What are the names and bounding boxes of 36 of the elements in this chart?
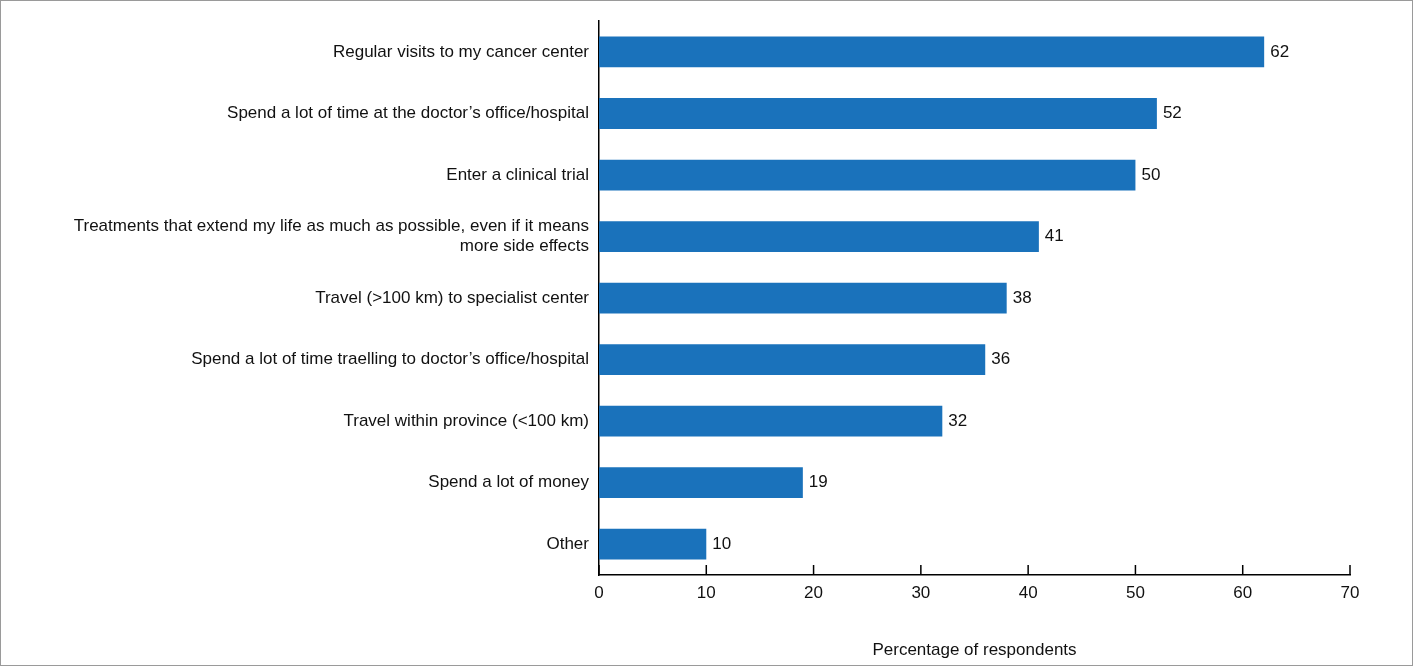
data-label: 38 (1012, 287, 1032, 307)
x-tick-label: 30 (911, 582, 931, 602)
bar (599, 282, 1007, 314)
data-label: 50 (1141, 164, 1161, 184)
x-tick-label: 40 (1018, 582, 1038, 602)
data-label: 41 (1044, 226, 1064, 246)
y-tick-label: Spend a lot of time traelling to doctor’s office/hospital (191, 349, 589, 369)
y-tick-label: Treatments that extend my life as much as possible, even if it means more side effects (73, 216, 589, 256)
x-tick-label: 50 (1125, 582, 1145, 602)
x-tick-label: 70 (1340, 582, 1360, 602)
y-tick-label: Regular visits to my cancer center (332, 41, 590, 61)
y-tick-label: Travel (>100 km) to specialist center (315, 287, 590, 307)
data-label: 19 (808, 472, 828, 492)
data-label: 36 (991, 349, 1011, 369)
bar (599, 405, 943, 437)
bar (599, 36, 1265, 68)
bar (599, 528, 707, 560)
data-label: 62 (1270, 41, 1290, 61)
x-tick-label: 0 (594, 582, 604, 602)
bar (599, 221, 1039, 252)
y-tick-label: Spend a lot of time at the doctor’s office/hospital (227, 103, 589, 123)
y-tick-label: Travel within province (<100 km) (343, 410, 589, 430)
x-axis-title: Percentage of respondents (872, 640, 1077, 660)
x-tick-label: 10 (696, 582, 716, 602)
y-tick-label: Enter a clinical trial (446, 164, 589, 184)
data-label: 52 (1162, 103, 1182, 123)
bar (599, 467, 803, 499)
x-tick-label: 60 (1233, 582, 1253, 602)
data-label: 10 (712, 533, 732, 553)
bar (599, 159, 1136, 191)
data-label: 32 (948, 410, 968, 430)
y-tick-label: Spend a lot of money (428, 472, 590, 492)
x-tick-label: 20 (804, 582, 824, 602)
y-tick-label: Other (546, 533, 590, 553)
bar (599, 98, 1157, 129)
bar (599, 344, 986, 376)
